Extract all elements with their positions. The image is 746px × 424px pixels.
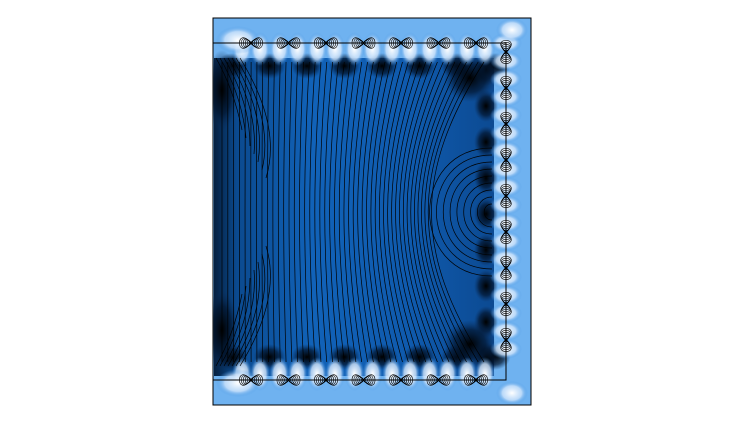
field-line xyxy=(223,277,251,367)
corner-dark-node xyxy=(444,320,496,368)
field-line xyxy=(231,261,260,367)
white-lobe xyxy=(437,32,458,66)
field-line xyxy=(424,61,473,363)
field-line xyxy=(361,61,380,363)
interior-field-lines xyxy=(215,57,493,367)
field-line xyxy=(387,61,415,363)
field-line xyxy=(483,203,493,221)
field-line xyxy=(329,61,339,363)
white-lobe xyxy=(382,32,402,66)
field-line xyxy=(235,57,266,171)
field-line xyxy=(379,61,403,363)
white-lobe xyxy=(496,18,528,42)
field-line xyxy=(395,61,427,363)
field-line xyxy=(402,61,438,363)
field-line xyxy=(309,61,316,363)
field-line xyxy=(442,161,493,263)
field-line xyxy=(215,57,243,131)
white-lobe xyxy=(325,357,345,391)
field-line xyxy=(374,61,398,363)
field-line xyxy=(324,61,333,363)
field-line xyxy=(277,61,281,363)
field-line xyxy=(383,61,409,363)
white-lobe xyxy=(457,357,477,391)
field-line xyxy=(431,61,485,363)
white-lobe xyxy=(400,32,420,66)
white-lobe xyxy=(307,32,327,66)
white-lobe xyxy=(419,32,440,66)
field-line xyxy=(223,57,251,147)
white-lobe xyxy=(362,32,383,66)
field-line xyxy=(215,293,243,367)
field-line xyxy=(399,61,432,363)
field-line xyxy=(255,61,258,363)
field-line xyxy=(219,285,247,367)
field-line xyxy=(370,61,392,363)
field-line xyxy=(391,61,421,363)
field-line xyxy=(219,57,247,139)
white-lobe xyxy=(419,357,440,391)
field-line xyxy=(477,196,493,228)
white-lobe xyxy=(400,357,420,391)
field-line xyxy=(239,245,271,367)
field-line xyxy=(235,253,266,367)
white-lobe xyxy=(344,32,365,66)
field-line xyxy=(427,61,479,363)
white-lobe xyxy=(457,32,477,66)
field-line xyxy=(319,61,328,363)
white-lobe xyxy=(344,357,365,391)
field-line xyxy=(338,61,351,363)
lobe-line xyxy=(500,40,512,53)
white-lobe xyxy=(287,32,308,66)
white-lobe xyxy=(325,32,345,66)
field-line xyxy=(267,61,269,363)
plot-frame xyxy=(212,17,532,406)
field-line xyxy=(421,61,467,363)
field-line xyxy=(227,269,255,367)
field-line xyxy=(299,61,304,363)
white-lobe xyxy=(382,357,402,391)
field-line xyxy=(288,61,293,363)
field-line xyxy=(227,57,255,155)
white-lobe xyxy=(269,357,290,391)
field-line xyxy=(272,61,275,363)
white-lobe xyxy=(362,357,383,391)
field-line xyxy=(414,61,456,363)
left-edge-dark xyxy=(213,290,238,370)
white-lobe xyxy=(216,26,260,54)
field-line xyxy=(314,61,322,363)
field-line xyxy=(449,168,493,256)
field-line xyxy=(470,189,493,235)
field-line xyxy=(239,57,271,179)
field-line xyxy=(357,61,374,363)
white-lobe xyxy=(437,357,458,391)
field-line xyxy=(366,61,386,363)
white-lobe xyxy=(287,357,308,391)
field-line xyxy=(283,61,287,363)
field-line xyxy=(348,61,363,363)
white-lobe xyxy=(269,32,290,66)
field-line xyxy=(231,57,260,163)
field-line xyxy=(436,154,493,270)
field-line xyxy=(410,61,450,363)
field-line xyxy=(334,61,345,363)
field-line xyxy=(463,182,493,242)
field-line xyxy=(343,61,357,363)
field-line xyxy=(304,61,310,363)
field-line xyxy=(352,61,368,363)
conductor-outline xyxy=(213,42,507,381)
white-lobe xyxy=(496,381,528,405)
white-lobe xyxy=(475,357,495,391)
white-lobe xyxy=(216,369,260,397)
field-line xyxy=(406,61,444,363)
white-lobe xyxy=(307,357,327,391)
field-line xyxy=(417,61,462,363)
white-lobe xyxy=(475,32,495,66)
left-edge-dark xyxy=(213,50,238,130)
field-line xyxy=(293,61,299,363)
